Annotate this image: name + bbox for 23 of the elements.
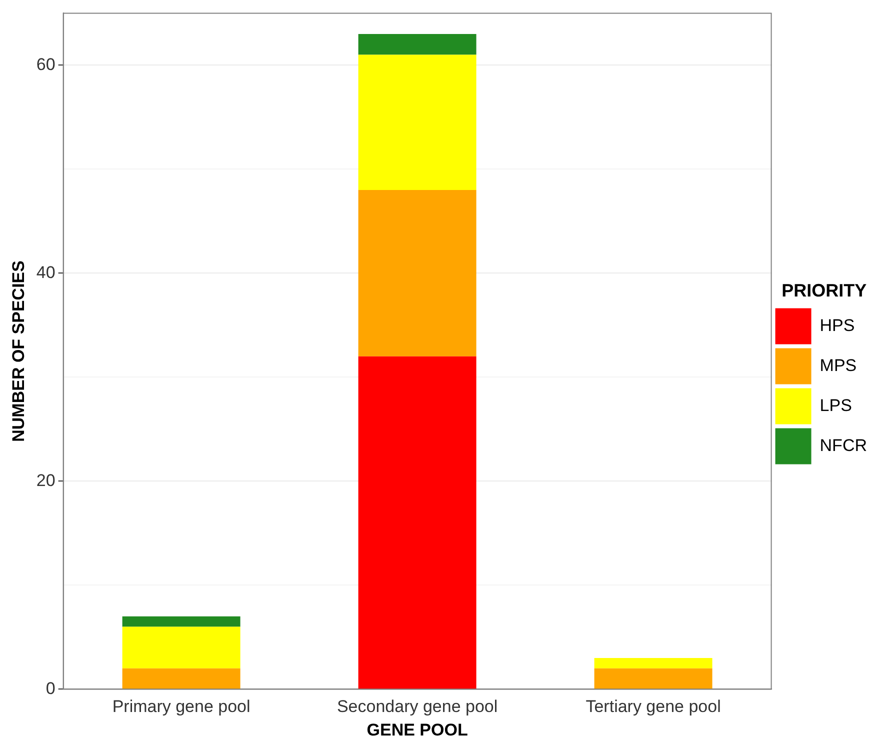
bar: [358, 54, 476, 190]
bar: [358, 190, 476, 356]
x-tick-label: Secondary gene pool: [336, 697, 498, 716]
bar: [122, 626, 240, 668]
x-tick-label: Primary gene pool: [112, 697, 250, 716]
bar: [122, 616, 240, 627]
bar: [358, 356, 476, 689]
y-tick-label: 0: [46, 678, 56, 698]
bar: [358, 34, 476, 55]
legend-title: PRIORITY: [782, 280, 867, 301]
y-tick-label: 40: [36, 262, 56, 282]
y-axis-title: NUMBER OF SPECIES: [8, 260, 28, 442]
legend-label: MPS: [820, 356, 857, 375]
legend-label: LPS: [820, 396, 852, 415]
x-tick-label: Tertiary gene pool: [586, 697, 721, 716]
y-tick-label: 60: [36, 54, 56, 74]
legend-label: NFCR: [820, 436, 868, 455]
bar: [594, 658, 712, 668]
legend-label: HPS: [820, 316, 855, 335]
bar: [122, 668, 240, 689]
x-axis-title: GENE POOL: [366, 720, 468, 740]
y-tick-label: 20: [36, 470, 56, 490]
bar: [594, 668, 712, 689]
